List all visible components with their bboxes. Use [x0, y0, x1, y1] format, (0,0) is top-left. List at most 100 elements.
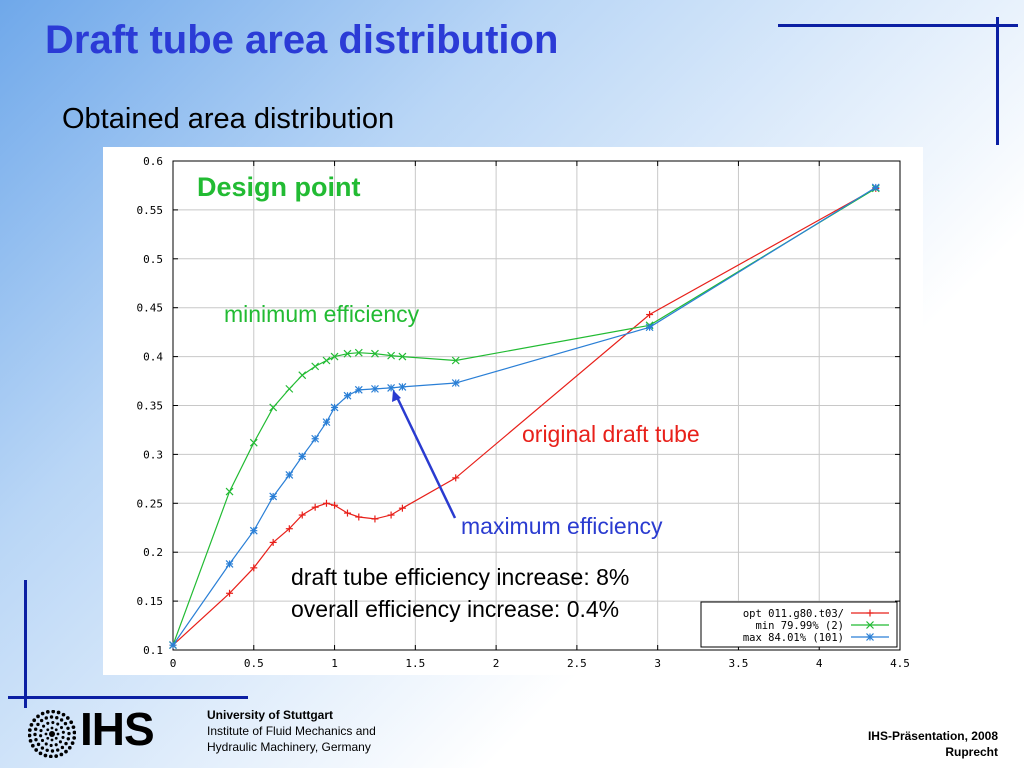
minimum-efficiency-label: minimum efficiency: [224, 301, 420, 327]
x-tick-label: 4.5: [890, 657, 910, 670]
y-tick-label: 0.55: [137, 204, 164, 217]
efficiency-increase-line-1: draft tube efficiency increase: 8%: [291, 564, 630, 590]
data-point: [398, 382, 407, 391]
bottom-vertical-line: [24, 580, 27, 708]
logo-dot: [42, 724, 46, 728]
logo-dot: [50, 749, 55, 753]
logo-dot: [69, 720, 74, 725]
logo-dot: [59, 725, 64, 730]
data-point: [871, 183, 880, 192]
logo-dot: [64, 749, 68, 754]
data-point: [330, 403, 339, 412]
legend-entry-label: max 84.01% (101): [743, 632, 844, 644]
data-point: [298, 511, 306, 519]
data-point: [343, 349, 352, 358]
logo-dot: [44, 732, 48, 736]
data-point: [285, 471, 294, 479]
logo-dot: [44, 716, 48, 720]
logo-dot: [54, 754, 59, 758]
logo-dot: [46, 721, 50, 725]
y-tick-label: 0.3: [143, 448, 163, 461]
x-tick-label: 2.5: [567, 657, 587, 670]
design-point-label: Design point: [197, 172, 361, 202]
page-subtitle: Obtained area distribution: [62, 103, 395, 135]
logo-dot: [51, 720, 55, 725]
logo-dot: [43, 753, 48, 758]
data-point: [298, 452, 307, 461]
logo-dot: [60, 745, 65, 750]
data-point: [311, 434, 320, 443]
logo-dot: [67, 731, 71, 736]
logo-dot: [40, 711, 45, 716]
logo-dot: [45, 710, 50, 714]
logo-dot: [38, 751, 43, 756]
logo-dot: [58, 740, 62, 744]
data-point: [387, 351, 396, 360]
data-point: [322, 356, 331, 365]
data-point: [866, 621, 874, 629]
y-tick-label: 0.2: [143, 546, 163, 559]
logo-dot: [56, 710, 61, 715]
logo-dot: [34, 748, 39, 752]
data-point: [311, 362, 320, 371]
logo-dot: [28, 733, 32, 738]
legend-entry-label: min 79.99% (2): [755, 620, 844, 632]
logo-dot: [61, 730, 65, 734]
y-tick-label: 0.5: [143, 253, 163, 266]
data-point: [225, 487, 234, 496]
data-point: [866, 633, 874, 641]
logo-dot: [61, 712, 66, 717]
institute-line-1: Institute of Fluid Mechanics and: [207, 724, 376, 738]
ihs-logo-text: IHS: [80, 703, 155, 755]
data-point: [866, 609, 874, 617]
data-point: [451, 356, 460, 365]
logo-dot: [36, 722, 40, 727]
top-horizontal-line: [778, 24, 1018, 27]
logo-dot: [36, 714, 40, 719]
data-point: [646, 311, 654, 319]
data-point: [371, 349, 379, 358]
chart-panel: 0 0.5 1 1.5 2 2.5 3 3.5 4 4.5 0.1 0.15 0.2 0.25 0.3 0.3…: [103, 147, 923, 675]
x-tick-label: 0: [170, 657, 177, 670]
data-point: [269, 403, 278, 412]
top-vertical-line: [996, 17, 999, 145]
logo-dot: [49, 715, 54, 719]
author-name: Ruprecht: [945, 745, 998, 759]
logo-dot: [39, 734, 43, 738]
logo-dot: [64, 741, 68, 746]
data-point: [322, 418, 331, 427]
university-name: University of Stuttgart: [207, 708, 334, 722]
logo-dot: [45, 748, 49, 753]
original-draft-tube-label: original draft tube: [522, 421, 700, 447]
logo-dot: [67, 745, 72, 750]
data-point: [343, 509, 351, 517]
data-point: [225, 560, 234, 568]
logo-dot: [36, 742, 41, 747]
data-point: [398, 352, 407, 361]
logo-dot: [72, 730, 76, 735]
data-point: [226, 589, 234, 597]
x-tick-label: 0.5: [244, 657, 264, 670]
logo-dot: [56, 732, 60, 736]
data-point: [249, 526, 258, 535]
x-tick-label: 3: [654, 657, 661, 670]
logo-dot: [66, 726, 70, 730]
logo-dot: [59, 718, 64, 722]
bottom-horizontal-line: [8, 696, 248, 699]
data-point: [354, 348, 363, 357]
data-point: [331, 501, 339, 509]
logo-dot: [50, 726, 54, 730]
logo-dot: [54, 736, 58, 740]
logo-dot: [39, 729, 43, 733]
data-point: [250, 564, 258, 572]
y-tick-label: 0.45: [137, 302, 164, 315]
logo-dot: [72, 736, 76, 740]
logo-dot: [56, 722, 60, 726]
data-point: [645, 323, 654, 332]
university-info: University of Stuttgart Institute of Flu…: [207, 707, 376, 755]
y-tick-label: 0.6: [143, 155, 163, 168]
logo-dot: [55, 715, 59, 720]
page-title: Draft tube area distribution: [45, 18, 559, 62]
data-point: [451, 379, 460, 387]
logo-dot: [39, 718, 44, 723]
